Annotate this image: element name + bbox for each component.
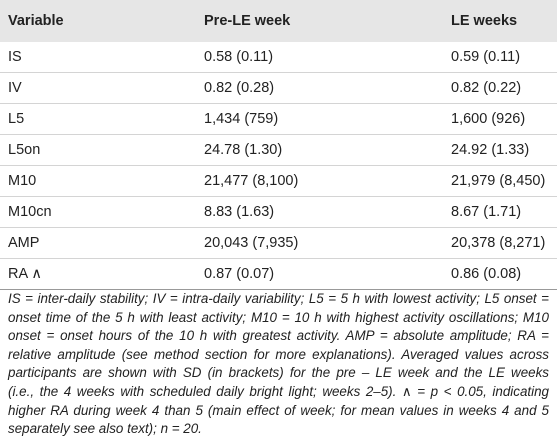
table-body: IS 0.58 (0.11) 0.59 (0.11) IV 0.82 (0.28) 0.8…	[0, 42, 557, 290]
value-cell: 21,979 (8,450)	[443, 165, 557, 197]
header-row: Variable Pre-LE week LE weeks	[0, 0, 557, 42]
variable-cell: L5	[0, 103, 196, 135]
footnote-line: onset = onset hours of the 10 h with gre…	[8, 328, 549, 344]
value-cell: 21,477 (8,100)	[196, 165, 443, 197]
header-cell: Pre-LE week	[196, 0, 443, 42]
footnote-line: onset time of the 5 h with least activit…	[8, 309, 549, 325]
variable-cell: IS	[0, 42, 196, 73]
footnote-line: relative amplitude (see method section f…	[8, 346, 549, 362]
table-row: IS 0.58 (0.11) 0.59 (0.11)	[0, 42, 557, 73]
value-cell: 0.59 (0.11)	[443, 42, 557, 73]
table-footnote: IS = inter-daily stability; IV = intra-d…	[8, 290, 549, 439]
header-cell: Variable	[0, 0, 196, 42]
variable-cell: AMP	[0, 227, 196, 259]
data-table: Variable Pre-LE week LE weeks IS 0.58 (0.11…	[0, 0, 557, 290]
value-cell: 20,043 (7,935)	[196, 227, 443, 259]
footnote-line: participants are shown with SD (in brack…	[8, 365, 549, 381]
value-cell: 8.83 (1.63)	[196, 196, 443, 228]
footnote-line: (i.e., the 4 weeks with scheduled daily …	[8, 383, 549, 399]
footnote-line: higher RA during week 4 than 5 (main eff…	[8, 402, 549, 418]
value-cell: 1,434 (759)	[196, 103, 443, 135]
table-row: IV 0.82 (0.28) 0.82 (0.22)	[0, 72, 557, 104]
value-cell: 20,378 (8,271)	[443, 227, 557, 259]
table-row: M10 21,477 (8,100) 21,979 (8,450)	[0, 165, 557, 197]
table-row: L5 1,434 (759) 1,600 (926)	[0, 103, 557, 135]
value-cell: 1,600 (926)	[443, 103, 557, 135]
variable-cell: M10cn	[0, 196, 196, 228]
value-cell: 0.82 (0.28)	[196, 72, 443, 104]
value-cell: 0.58 (0.11)	[196, 42, 443, 73]
value-cell: 8.67 (1.71)	[443, 196, 557, 228]
header-cell: LE weeks	[443, 0, 557, 42]
value-cell: 24.92 (1.33)	[443, 134, 557, 166]
variable-cell: RA ∧	[0, 258, 196, 290]
variable-cell: M10	[0, 165, 196, 197]
variable-cell: L5on	[0, 134, 196, 166]
value-cell: 0.87 (0.07)	[196, 258, 443, 290]
table-row: AMP 20,043 (7,935) 20,378 (8,271)	[0, 227, 557, 259]
footnote-line: IS = inter-daily stability; IV = intra-d…	[8, 291, 549, 306]
footnote-line: separately see also text); n = 20.	[8, 421, 202, 437]
value-cell: 0.86 (0.08)	[443, 258, 557, 290]
value-cell: 0.82 (0.22)	[443, 72, 557, 104]
variable-cell: IV	[0, 72, 196, 104]
table-row: M10cn 8.83 (1.63) 8.67 (1.71)	[0, 196, 557, 228]
table-row: RA ∧ 0.87 (0.07) 0.86 (0.08)	[0, 258, 557, 290]
value-cell: 24.78 (1.30)	[196, 134, 443, 166]
table-row: L5on 24.78 (1.30) 24.92 (1.33)	[0, 134, 557, 166]
